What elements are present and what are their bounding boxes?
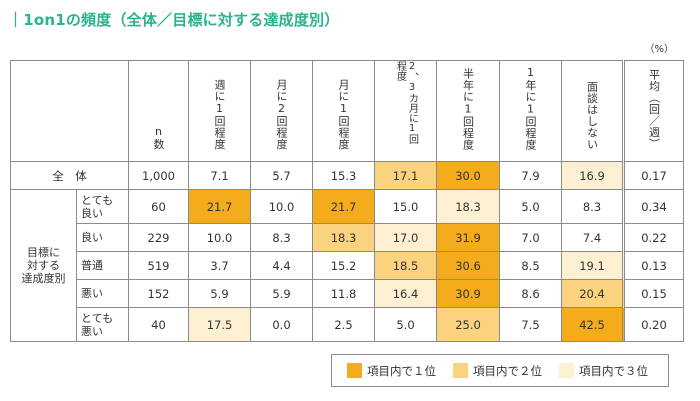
avg-cell: 0.34 <box>622 189 684 224</box>
value-cell: 17.5 <box>188 307 251 342</box>
legend-label: 項目内で２位 <box>473 363 542 378</box>
header-col-label: 1年に1回程度 <box>524 65 537 151</box>
legend-item: 項目内で１位 <box>347 363 436 379</box>
legend-label: 項目内で３位 <box>579 363 648 378</box>
header-col-2: 月に1回程度 <box>312 60 375 162</box>
header-col-5: 1年に1回程度 <box>499 60 562 162</box>
header-col-label: 2、3カ月に1回程度 <box>394 61 418 144</box>
value-cell: 18.3 <box>436 189 500 224</box>
row-label-all: 全 体 <box>10 161 129 190</box>
header-col-label: 平均（回／週） <box>647 69 661 150</box>
legend-item: 項目内で３位 <box>559 363 648 379</box>
table-row: 悪い 152 5.9 5.9 11.8 16.4 30.9 8.6 20.4 0.15 <box>11 279 684 308</box>
table-row: 普通 519 3.7 4.4 15.2 18.5 30.6 8.5 19.1 0.13 <box>11 251 684 280</box>
legend-swatch <box>347 363 362 378</box>
value-cell: 8.6 <box>499 279 562 308</box>
header-blank <box>10 60 129 162</box>
legend: 項目内で１位 項目内で２位 項目内で３位 <box>331 354 669 387</box>
value-cell: 42.5 <box>561 307 624 342</box>
value-cell: 30.0 <box>436 161 500 190</box>
value-cell: 4.4 <box>250 251 313 280</box>
value-cell: 17.1 <box>374 161 437 190</box>
value-cell: 19.1 <box>561 251 624 280</box>
row-label: 悪い <box>76 279 129 308</box>
n-cell: 519 <box>128 251 189 280</box>
row-label: とても 良い <box>76 189 129 224</box>
avg-cell: 0.17 <box>622 161 684 190</box>
header-n: n数 <box>128 60 189 162</box>
unit-label: （%） <box>644 44 674 55</box>
value-cell: 5.0 <box>499 189 562 224</box>
legend-swatch <box>559 363 574 378</box>
avg-cell: 0.20 <box>622 307 684 342</box>
row-label: 良い <box>76 223 129 252</box>
header-col-1: 月に2回程度 <box>250 60 313 162</box>
value-cell: 21.7 <box>312 189 375 224</box>
value-cell: 15.0 <box>374 189 437 224</box>
value-cell: 7.4 <box>561 223 624 252</box>
value-cell: 2.5 <box>312 307 375 342</box>
legend-item: 項目内で２位 <box>453 363 542 379</box>
row-label: とても 悪い <box>76 307 129 342</box>
legend-label: 項目内で１位 <box>367 363 436 378</box>
value-cell: 16.4 <box>374 279 437 308</box>
header-col-label: 月に1回程度 <box>337 79 350 150</box>
header-col-7: 平均（回／週） <box>622 60 684 162</box>
value-cell: 5.7 <box>250 161 313 190</box>
n-cell: 1,000 <box>128 161 189 190</box>
value-cell: 18.5 <box>374 251 437 280</box>
avg-cell: 0.22 <box>622 223 684 252</box>
table-row: 良い 229 10.0 8.3 18.3 17.0 31.9 7.0 7.4 0.22 <box>11 223 684 252</box>
value-cell: 20.4 <box>561 279 624 308</box>
value-cell: 25.0 <box>436 307 500 342</box>
avg-cell: 0.13 <box>622 251 684 280</box>
value-cell: 5.9 <box>250 279 313 308</box>
header-col-label: 半年に1回程度 <box>461 67 475 151</box>
value-cell: 31.9 <box>436 223 500 252</box>
row-label: 普通 <box>76 251 129 280</box>
header-col-label: 週に1回程度 <box>213 79 226 150</box>
group-label: 目標に 対する 達成度別 <box>10 189 77 342</box>
value-cell: 7.0 <box>499 223 562 252</box>
legend-swatch <box>453 363 468 378</box>
value-cell: 8.3 <box>561 189 624 224</box>
page-title: ｜1on1の頻度（全体／目標に対する達成度別） <box>8 11 340 29</box>
value-cell: 5.0 <box>374 307 437 342</box>
header-n-label: n数 <box>152 125 165 150</box>
header-col-3: 2、3カ月に1回程度 <box>374 60 437 162</box>
value-cell: 11.8 <box>312 279 375 308</box>
value-cell: 21.7 <box>188 189 251 224</box>
value-cell: 30.6 <box>436 251 500 280</box>
value-cell: 18.3 <box>312 223 375 252</box>
value-cell: 7.1 <box>188 161 251 190</box>
table-row: 全 体 1,000 7.1 5.7 15.3 17.1 30.0 7.9 16.9 0.17 <box>10 161 684 190</box>
value-cell: 16.9 <box>561 161 624 190</box>
value-cell: 0.0 <box>250 307 313 342</box>
n-cell: 152 <box>128 279 189 308</box>
table-row: 目標に 対する 達成度別 とても 良い 60 21.7 10.0 21.7 15.0 18.3… <box>10 189 684 342</box>
value-cell: 15.2 <box>312 251 375 280</box>
frequency-table: n数 週に1回程度 月に2回程度 月に1回程度 2、3カ月に1回程度 半年に1回程度 1年に… <box>10 60 684 342</box>
n-cell: 60 <box>128 189 189 224</box>
value-cell: 10.0 <box>188 223 251 252</box>
value-cell: 8.5 <box>499 251 562 280</box>
header-col-label: 面談はしない <box>585 81 599 150</box>
value-cell: 5.9 <box>188 279 251 308</box>
n-cell: 40 <box>128 307 189 342</box>
value-cell: 15.3 <box>312 161 375 190</box>
value-cell: 30.9 <box>436 279 500 308</box>
value-cell: 8.3 <box>250 223 313 252</box>
header-col-6: 面談はしない <box>561 60 624 162</box>
header-col-0: 週に1回程度 <box>188 60 251 162</box>
header-col-4: 半年に1回程度 <box>436 60 500 162</box>
table-row: とても 悪い 40 17.5 0.0 2.5 5.0 25.0 7.5 42.5 0.20 <box>11 307 684 342</box>
n-cell: 229 <box>128 223 189 252</box>
value-cell: 17.0 <box>374 223 437 252</box>
value-cell: 10.0 <box>250 189 313 224</box>
value-cell: 3.7 <box>188 251 251 280</box>
value-cell: 7.5 <box>499 307 562 342</box>
header-col-label: 月に2回程度 <box>275 79 288 150</box>
avg-cell: 0.15 <box>622 279 684 308</box>
value-cell: 7.9 <box>499 161 562 190</box>
